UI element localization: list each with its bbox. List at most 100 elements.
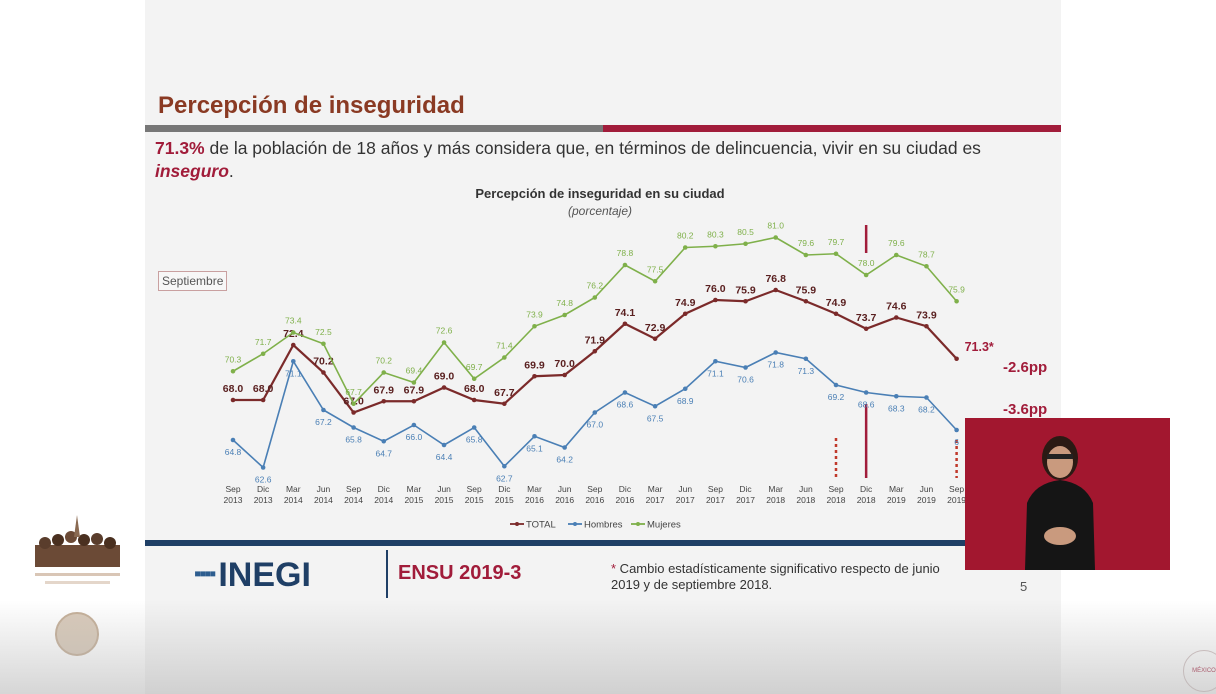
data-label-total: 68.0 [223,383,244,395]
chart-subtitle: (porcentaje) [567,204,633,218]
data-label-total: 74.6 [886,301,907,313]
data-label-total: 75.9 [735,284,756,296]
inegi-logo-text: INEGI [218,556,311,594]
footnote: * Cambio estadísticamente significativo … [611,561,951,593]
x-tick-label-year: 2014 [374,495,393,505]
data-label-mujeres: 78.7 [918,249,935,259]
data-point-mujeres [381,370,387,375]
data-label-mujeres: 81.0 [767,221,784,231]
data-label-mujeres: 72.6 [436,326,453,336]
data-label-mujeres: 71.4 [496,341,513,351]
inegi-logo-dots-icon: ▪▪▪▪ [194,563,216,585]
x-tick-label-month: Jun [920,484,934,494]
x-tick-label-month: Jun [799,484,813,494]
data-point-total [502,401,507,407]
legend-label-hombres: Hombres [584,520,623,531]
interpreter-figure-icon [1025,436,1095,570]
data-label-hombres: 68.3 [888,403,905,413]
x-tick-label-year: 2017 [646,495,665,505]
data-point-total [954,356,959,362]
x-tick-label-year: 2017 [706,495,725,505]
data-point-hombres [803,356,809,362]
x-tick-label-year: 2016 [585,495,604,505]
chart-title: Percepción de inseguridad en su ciudad [475,186,725,201]
change-annotation: -3.6pp [1003,401,1047,418]
x-tick-label-month: Jun [558,484,572,494]
x-tick-label-year: 2018 [766,495,785,505]
survey-name: ENSU 2019-3 [398,562,522,584]
data-label-total: 76.8 [765,273,786,285]
data-point-total [562,372,567,378]
data-label-hombres: 66.0 [406,432,423,442]
data-label-total: 76.0 [705,283,726,295]
data-label-total: 70.0 [554,358,575,370]
data-label-hombres: 62.6 [255,475,272,485]
slide-subtitle: 71.3% de la población de 18 años y más c… [155,137,1055,183]
data-point-hombres [562,445,567,450]
data-label-mujeres: 80.3 [707,229,724,239]
data-label-hombres: 67.0 [587,420,604,430]
data-point-hombres [411,422,417,428]
data-label-hombres: 71.1 [285,368,302,378]
x-tick-label-month: Dic [257,484,270,494]
data-label-mujeres: 76.2 [587,281,604,291]
x-tick-label-month: Mar [407,484,422,494]
data-label-mujeres: 71.7 [255,337,272,347]
data-point-mujeres [502,355,507,360]
data-point-mujeres [441,340,447,345]
data-point-hombres [773,350,778,355]
data-point-hombres [532,433,537,439]
x-tick-label-month: Jun [317,484,331,494]
data-point-hombres [441,442,447,448]
data-point-hombres [592,410,598,415]
data-point-total [471,397,477,403]
sign-language-interpreter-video [965,418,1170,570]
data-point-mujeres [954,298,959,304]
data-point-total [743,298,748,304]
data-label-total: 74.9 [826,297,847,309]
data-label-mujeres: 67.7 [345,387,362,397]
data-point-hombres [260,465,266,470]
data-point-hombres [682,386,688,392]
x-tick-label-month: Dic [498,484,511,494]
data-point-total [532,373,537,379]
x-tick-label-year: 2018 [827,495,846,505]
x-tick-label-month: Mar [286,484,301,494]
data-label-hombres: 68.2 [918,405,935,415]
x-tick-label-month: Sep [828,484,843,494]
data-label-total: 74.9 [675,297,696,309]
data-point-hombres [471,425,477,430]
footer-divider [145,540,965,546]
x-tick-label-year: 2015 [465,495,484,505]
data-label-total: 72.9 [645,322,666,334]
data-label-mujeres: 79.7 [828,237,845,247]
x-tick-label-month: Sep [225,484,240,494]
x-tick-label-year: 2016 [615,495,634,505]
data-point-total [833,311,839,317]
data-label-mujeres: 78.8 [617,248,634,258]
legend-label-total: TOTAL [526,520,556,531]
data-point-hombres [863,390,869,395]
data-label-hombres: 68.6 [617,400,634,410]
data-label-mujeres: 70.3 [225,354,242,364]
legend-marker-total [515,522,519,526]
data-point-total [894,315,899,320]
x-tick-label-month: Dic [860,484,873,494]
data-label-hombres: 71.8 [767,360,784,370]
x-tick-label-year: 2017 [676,495,695,505]
data-label-total: 67.7 [494,387,515,399]
x-tick-label-month: Jun [437,484,451,494]
data-point-total [682,311,688,317]
data-label-total: 69.9 [524,359,545,371]
data-label-hombres: 64.8 [225,447,242,457]
inegi-logo: ▪▪▪▪ INEGI [194,556,311,595]
data-point-hombres [954,427,959,433]
data-point-mujeres [743,241,748,247]
data-point-mujeres [471,376,477,382]
data-point-mujeres [411,380,417,385]
period-button-septiembre[interactable]: Septiembre [158,271,228,291]
data-point-total [381,398,387,404]
legend-marker-mujeres [636,522,640,526]
data-point-hombres [894,393,899,399]
